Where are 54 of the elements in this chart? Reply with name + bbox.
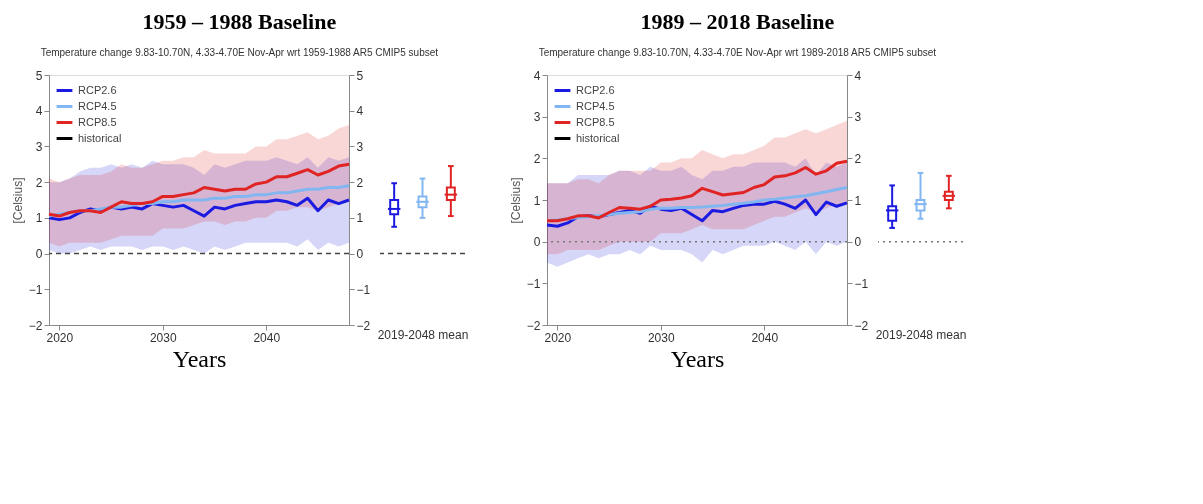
legend-label: historical [576,131,620,144]
x-axis-title: 2019-2048 mean [875,327,967,342]
chart-title: 1989 – 2018 Baseline [640,8,835,34]
y-tick-label: 4 [35,104,43,119]
x-tick-label: 2040 [253,330,281,345]
y-tick-label: 0 [35,247,43,262]
x-axis-title: Years [172,345,227,372]
x-axis-title: Years [670,345,725,372]
y2-tick-label: 4 [854,68,862,83]
y-tick-label: 0 [533,235,541,250]
y2-tick-label: 0 [854,235,862,250]
x-tick-label: 2030 [149,330,177,345]
y2-tick-label: 4 [356,104,364,119]
chart-subtitle: Temperature change 9.83-10.70N, 4.33-4.70E Nov-Apr wrt 1959-1988 AR5 CMIP5 subset [40,46,439,58]
y-tick-label: −2 [28,318,43,333]
y-tick-label: 1 [533,193,541,208]
y2-tick-label: 1 [356,211,364,226]
y-axis-title: [Celsius] [10,177,25,224]
y2-tick-label: 5 [356,68,364,83]
y-tick-label: 1 [35,211,43,226]
y2-tick-label: 2 [854,151,862,166]
y-tick-label: −2 [526,318,541,333]
x-axis-title: 2019-2048 mean [377,327,469,342]
y-tick-label: 4 [533,68,541,83]
chart-title: 1959 – 1988 Baseline [142,8,337,34]
y2-tick-label: 1 [854,193,862,208]
y-tick-label: 2 [35,175,43,190]
y2-tick-label: −2 [854,318,869,333]
legend-label: RCP4.5 [78,99,117,112]
y-tick-label: −1 [526,276,541,291]
y2-tick-label: 3 [356,139,364,154]
y2-tick-label: −1 [356,282,371,297]
legend-label: RCP2.6 [78,83,117,96]
y2-tick-label: 3 [854,110,862,125]
y-tick-label: −1 [28,282,43,297]
y-tick-label: 3 [533,110,541,125]
chart-subtitle: Temperature change 9.83-10.70N, 4.33-4.70E Nov-Apr wrt 1989-2018 AR5 CMIP5 subset [538,46,937,58]
legend-label: RCP4.5 [576,99,615,112]
y-tick-label: 3 [35,139,43,154]
x-tick-label: 2020 [544,330,572,345]
legend-label: RCP8.5 [576,115,615,128]
y-axis-title: [Celsius] [508,177,523,224]
x-tick-label: 2020 [46,330,74,345]
x-tick-label: 2040 [751,330,779,345]
y2-tick-label: 0 [356,247,364,262]
x-tick-label: 2030 [647,330,675,345]
legend-label: historical [78,131,122,144]
y-tick-label: 2 [533,151,541,166]
legend-label: RCP8.5 [78,115,117,128]
y2-tick-label: 2 [356,175,364,190]
legend-label: RCP2.6 [576,83,615,96]
y2-tick-label: −1 [854,276,869,291]
y2-tick-label: −2 [356,318,371,333]
y-tick-label: 5 [35,68,43,83]
